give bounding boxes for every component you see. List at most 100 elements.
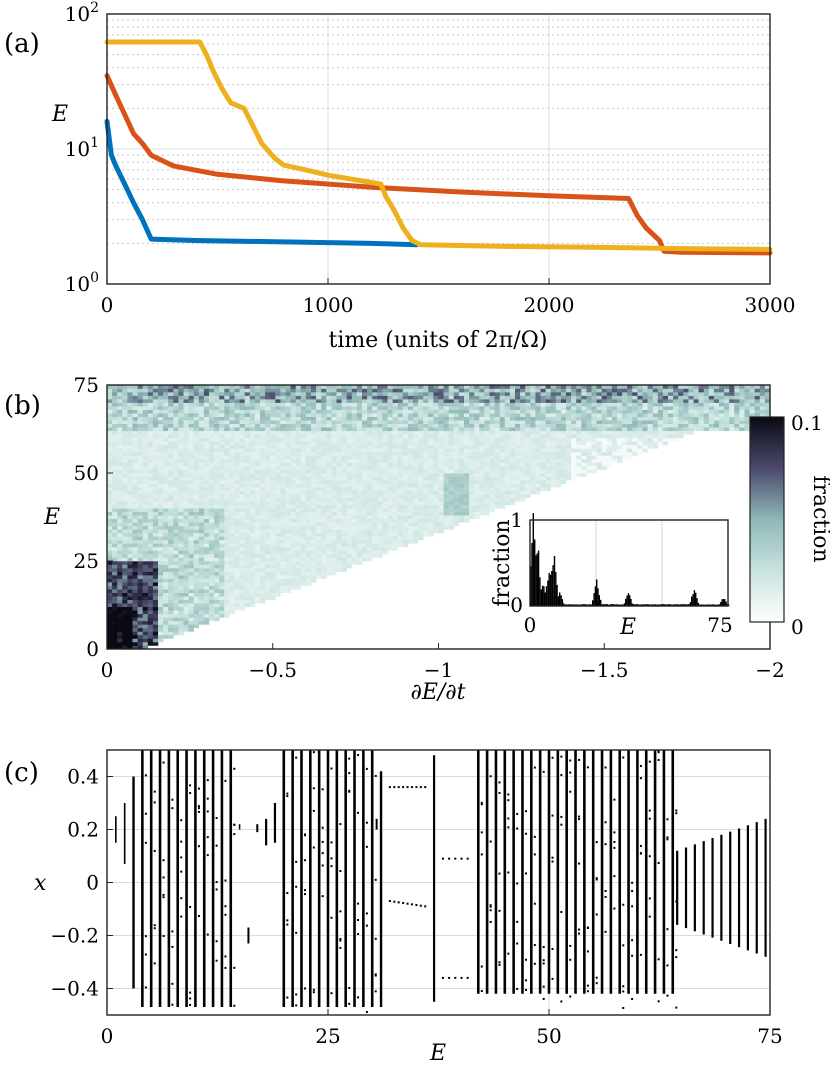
b-heat-cell (168, 494, 174, 498)
b-heat-cell (188, 589, 194, 593)
b-heat-cell (234, 522, 240, 527)
b-heat-cell (178, 522, 184, 527)
b-heat-cell (382, 416, 388, 421)
b-heat-cell (535, 434, 541, 439)
b-heat-cell (464, 462, 470, 467)
b-heat-cell (265, 388, 271, 393)
b-heat-cell (341, 423, 347, 428)
b-heat-cell (122, 388, 128, 393)
b-heat-cell (173, 578, 179, 583)
b-heat-cell (479, 388, 485, 393)
b-heat-cell (127, 553, 133, 558)
b-heat-cell (382, 465, 388, 470)
b-heat-cell (300, 420, 307, 425)
b-heat-cell (209, 455, 215, 460)
b-heat-cell (413, 409, 419, 414)
b-heat-cell (402, 539, 409, 544)
b-heat-cell (305, 476, 312, 481)
b-heat-cell (219, 525, 225, 530)
b-heat-cell (132, 458, 138, 463)
b-heat-cell (443, 497, 449, 502)
b-heat-cell (183, 462, 189, 467)
b-heat-cell (515, 437, 521, 442)
b-heat-cell (147, 529, 154, 534)
b-heat-cell (234, 592, 240, 597)
b-heat-cell (280, 395, 286, 400)
b-heat-cell (122, 480, 128, 484)
b-heat-cell (188, 480, 194, 484)
b-heat-cell (112, 606, 118, 611)
b-heat-cell (239, 392, 245, 396)
b-heat-cell (173, 497, 179, 502)
b-heat-cell (392, 511, 398, 516)
b-heat-cell (173, 557, 179, 562)
b-heat-cell (249, 462, 256, 467)
b-heat-cell (142, 553, 149, 558)
b-heat-cell (469, 487, 475, 491)
b-heat-cell (265, 437, 271, 442)
b-heat-cell (423, 385, 429, 389)
b-heat-cell (132, 497, 138, 502)
b-heat-cell (244, 458, 251, 463)
b-heat-cell (117, 582, 123, 586)
b-heat-cell (377, 444, 383, 449)
b-heat-cell (158, 423, 164, 428)
b-heat-cell (540, 451, 546, 456)
b-heat-cell (173, 575, 179, 579)
b-heat-cell (260, 497, 266, 502)
b-heat-cell (433, 483, 439, 488)
b-heat-cell (214, 578, 220, 583)
b-heat-cell (244, 557, 251, 562)
b-heat-cell (499, 490, 506, 495)
b-heat-cell (458, 437, 465, 442)
b-heat-cell (515, 427, 521, 432)
b-heat-cell (229, 448, 235, 453)
b-heat-cell (183, 409, 189, 414)
b-heat-cell (479, 409, 485, 414)
b-heat-cell (341, 416, 347, 421)
b-heat-cell (555, 441, 562, 446)
b-heat-cell (438, 455, 444, 460)
b-heat-cell (183, 483, 189, 488)
b-heat-cell (285, 497, 291, 502)
b-heat-cell (224, 392, 230, 396)
b-heat-cell (290, 582, 296, 586)
b-heat-cell (413, 501, 419, 505)
b-heat-cell (484, 465, 490, 470)
b-heat-cell (407, 529, 414, 534)
b-heat-cell (402, 469, 409, 474)
b-heat-cell (540, 473, 546, 477)
b-heat-cell (464, 494, 470, 498)
b-heat-cell (254, 599, 261, 604)
b-heat-cell (260, 550, 266, 555)
b-heat-cell (550, 409, 557, 414)
b-heat-cell (183, 610, 189, 615)
b-heat-cell (158, 589, 164, 593)
b-heat-cell (535, 416, 541, 421)
b-heat-cell (198, 550, 205, 555)
b-heat-cell (132, 476, 138, 481)
b-heat-cell (193, 494, 200, 498)
b-heat-cell (229, 434, 235, 439)
b-heat-cell (163, 627, 169, 632)
b-heat-cell (117, 525, 123, 530)
b-heat-cell (285, 490, 291, 495)
b-heat-cell (316, 575, 322, 579)
b-heat-cell (117, 606, 123, 611)
b-heat-cell (122, 494, 128, 498)
b-heat-cell (234, 465, 240, 470)
b-heat-cell (234, 476, 240, 481)
b-heat-cell (321, 550, 327, 555)
b-heat-cell (163, 557, 169, 562)
b-heat-cell (132, 582, 138, 586)
b-heat-cell (112, 423, 118, 428)
b-heat-cell (127, 596, 133, 601)
b-heat-cell (367, 416, 373, 421)
b-heat-cell (249, 518, 256, 523)
b-heat-cell (479, 427, 485, 432)
b-heat-cell (305, 553, 312, 558)
b-heat-cell (520, 451, 526, 456)
b-heat-cell (494, 416, 500, 421)
b-heat-cell (168, 634, 174, 639)
b-heat-cell (509, 490, 516, 495)
